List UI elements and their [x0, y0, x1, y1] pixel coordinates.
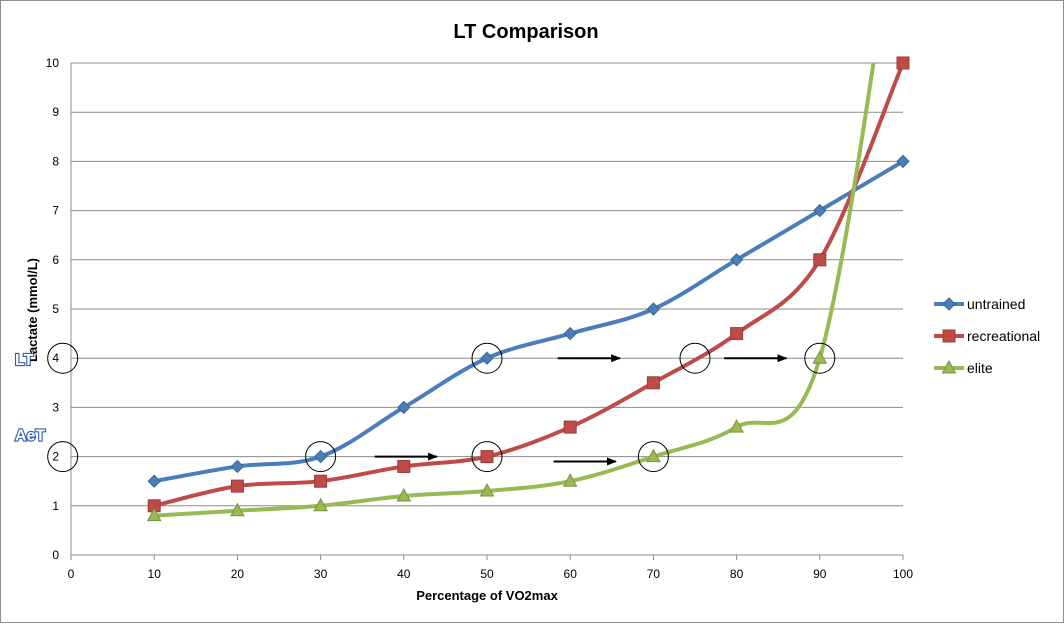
- x-tick-label: 30: [314, 567, 328, 581]
- data-point-recreational: [646, 376, 660, 390]
- legend-marker-recreational: [942, 329, 956, 343]
- annotation-label-lt: LT: [15, 352, 34, 369]
- data-point-recreational: [397, 459, 411, 473]
- series-line-recreational: [152, 63, 903, 508]
- data-point-elite: [646, 448, 661, 463]
- legend-marker-elite: [941, 359, 957, 374]
- series-markers: [146, 56, 910, 522]
- x-tick-label: 70: [647, 567, 661, 581]
- legend-label-untrained: untrained: [967, 296, 1025, 312]
- gridlines: [71, 62, 903, 507]
- data-point-untrained: [896, 154, 910, 169]
- annotation-circle: [47, 441, 79, 473]
- data-point-recreational: [813, 253, 827, 267]
- x-axis-title: Percentage of VO2max: [416, 588, 558, 603]
- legend: untrained recreational elite: [934, 296, 1040, 376]
- x-tick-label: 50: [480, 567, 494, 581]
- data-point-untrained: [813, 203, 827, 218]
- y-tick-label: 4: [52, 351, 59, 365]
- x-tick-label: 0: [68, 567, 75, 581]
- chart-title: LT Comparison: [453, 21, 598, 43]
- y-tick-label: 5: [52, 302, 59, 316]
- series-line-untrained: [152, 159, 903, 484]
- data-point-elite: [562, 473, 578, 487]
- data-point-elite: [230, 502, 245, 517]
- annotation-circle: [305, 441, 337, 473]
- data-point-elite: [396, 487, 412, 502]
- data-point-untrained: [646, 302, 661, 316]
- series-lines: [152, 63, 903, 518]
- annotation-circle: [804, 342, 836, 374]
- data-point-untrained: [480, 351, 494, 365]
- data-point-recreational: [563, 420, 577, 434]
- data-point-untrained: [563, 326, 577, 341]
- y-tick-label: 1: [52, 499, 59, 513]
- data-point-recreational: [896, 56, 910, 70]
- legend-marker-untrained: [942, 297, 956, 311]
- y-tick-label: 3: [52, 400, 59, 414]
- x-tick-label: 40: [397, 567, 411, 581]
- data-point-elite: [146, 507, 162, 522]
- annotations: LT AeT: [14, 342, 836, 473]
- y-tick-label: 9: [52, 105, 59, 119]
- y-tick-label: 6: [52, 253, 59, 267]
- data-point-elite: [812, 350, 828, 364]
- annotation-circle: [679, 342, 711, 374]
- x-tick-label: 60: [564, 567, 578, 581]
- annotation-label-aet: AeT: [15, 428, 45, 445]
- data-point-untrained: [313, 449, 328, 464]
- y-tick-label: 10: [46, 56, 60, 70]
- data-point-recreational: [730, 327, 744, 341]
- series-line-elite: [152, 63, 876, 518]
- axes: [70, 63, 904, 560]
- annotation-circle: [471, 441, 503, 473]
- data-point-recreational: [314, 474, 328, 488]
- data-point-elite: [729, 419, 744, 433]
- annotation-circle: [471, 342, 503, 374]
- x-tick-label: 20: [231, 567, 245, 581]
- annotation-circle: [47, 342, 79, 374]
- legend-label-recreational: recreational: [967, 328, 1040, 344]
- data-point-untrained: [397, 400, 411, 415]
- x-tick-label: 90: [813, 567, 827, 581]
- x-tick-label: 80: [730, 567, 744, 581]
- data-point-untrained: [230, 459, 245, 474]
- y-tick-labels: 0 1 2 3 4 5 6 7 8 9 10: [46, 56, 60, 562]
- y-tick-label: 7: [52, 204, 59, 218]
- x-tick-labels: 0 10 20 30 40 50 60 70 80 90 100: [68, 567, 914, 581]
- data-point-untrained: [729, 253, 744, 267]
- x-tick-label: 100: [893, 567, 913, 581]
- data-point-elite: [479, 482, 495, 497]
- x-tick-label: 10: [148, 567, 162, 581]
- annotation-circle: [637, 441, 669, 473]
- y-tick-label: 0: [52, 548, 59, 562]
- y-axis-title: Lactate (mmol/L): [25, 258, 40, 362]
- data-point-untrained: [147, 474, 161, 488]
- legend-label-elite: elite: [967, 360, 993, 376]
- y-tick-label: 2: [52, 450, 59, 464]
- y-tick-label: 8: [52, 154, 59, 168]
- data-point-elite: [313, 497, 328, 512]
- data-point-recreational: [230, 479, 244, 493]
- data-point-recreational: [480, 450, 494, 464]
